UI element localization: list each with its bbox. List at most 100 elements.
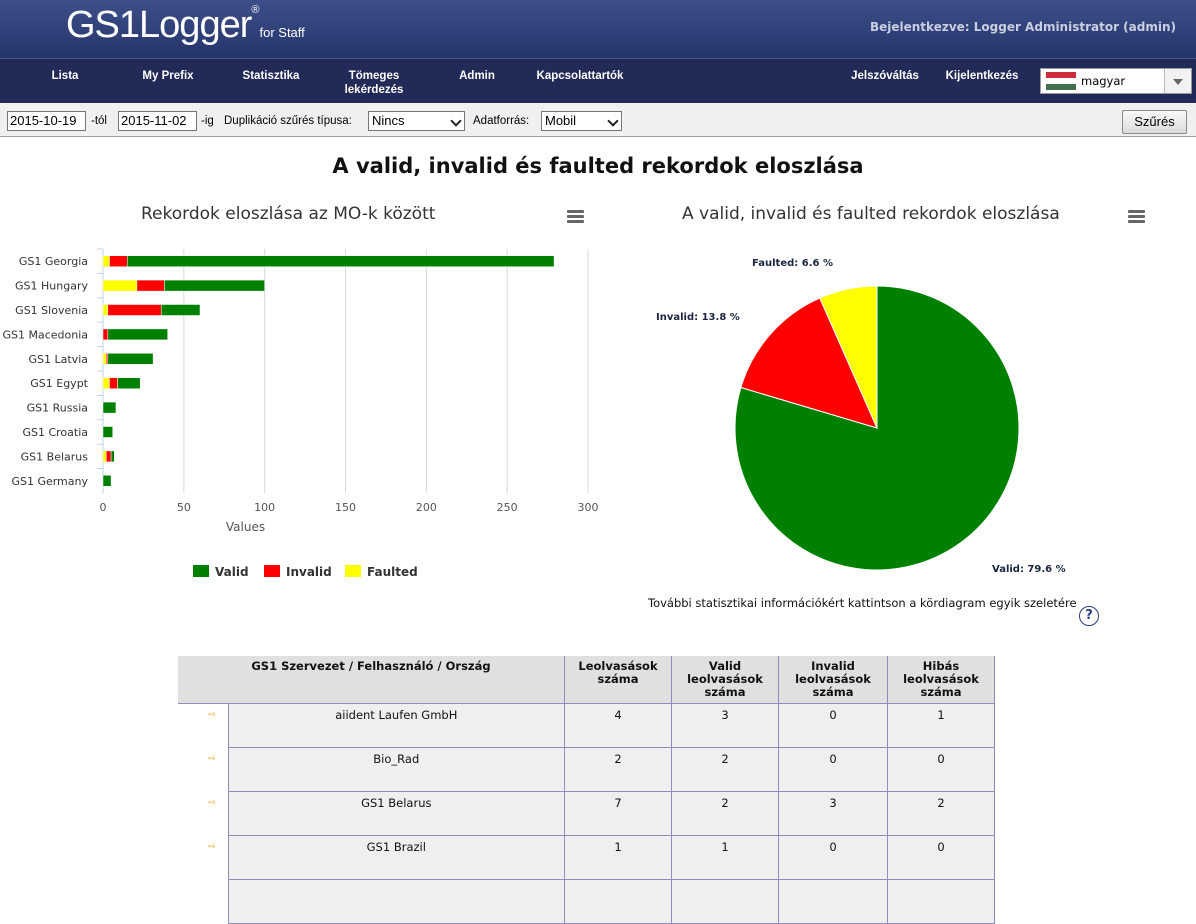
pie-data-label-faulted: Faulted: 6.6 % bbox=[752, 258, 833, 269]
pie-data-label-valid: Valid: 79.6 % bbox=[992, 564, 1066, 575]
bar-segment-faulted bbox=[102, 377, 110, 389]
bar-segment-valid bbox=[164, 279, 265, 292]
bar-segment-invalid bbox=[109, 377, 118, 389]
hungarian-flag-icon bbox=[1046, 72, 1076, 90]
table-row[interactable]: ⇨ Bio_Rad 2 2 0 0 bbox=[178, 747, 995, 792]
category-label: GS1 Latvia bbox=[29, 353, 89, 366]
bar-segment-invalid bbox=[136, 279, 165, 292]
cell-valid-reads: 3 bbox=[671, 703, 779, 748]
table-row[interactable]: ⇨ aiident Laufen GmbH 4 3 0 1 bbox=[178, 703, 995, 748]
x-tick-label: 150 bbox=[335, 501, 356, 514]
x-tick-label: 250 bbox=[497, 501, 518, 514]
bar-segment-invalid bbox=[109, 255, 128, 267]
language-select[interactable]: magyar bbox=[1040, 68, 1192, 94]
col-header-faulty-reads[interactable]: Hibás leolvasások száma bbox=[887, 656, 995, 704]
dup-filter-select[interactable]: Nincs bbox=[368, 111, 465, 131]
to-label: -ig bbox=[201, 115, 214, 127]
col-header-organization[interactable]: GS1 Szervezet / Felhasználó / Ország bbox=[178, 656, 565, 704]
pie-slice-invalid[interactable] bbox=[740, 297, 878, 429]
col-header-invalid-reads[interactable]: Invalid leolvasások száma bbox=[778, 656, 888, 704]
from-date-input[interactable]: 2015-10-19 bbox=[7, 111, 86, 131]
row-expand-arrow-icon[interactable]: ⇨ bbox=[178, 791, 229, 836]
cell-faulty-reads: 1 bbox=[887, 703, 995, 748]
bar-segment-valid bbox=[107, 328, 168, 341]
row-expand-arrow-icon[interactable]: ⇨ bbox=[178, 747, 229, 792]
category-label: GS1 Belarus bbox=[21, 450, 89, 463]
nav-kapcsolattartok[interactable]: Kapcsolattartók bbox=[536, 70, 624, 82]
pie-chart-menu-icon[interactable] bbox=[1128, 210, 1145, 224]
x-tick-label: 100 bbox=[254, 501, 275, 514]
source-label: Adatforrás: bbox=[473, 115, 530, 127]
x-tick-label: 0 bbox=[100, 501, 107, 514]
from-label: -tól bbox=[91, 115, 107, 127]
bar-chart-menu-icon[interactable] bbox=[567, 210, 584, 224]
nav-admin[interactable]: Admin bbox=[459, 70, 495, 82]
cell-reads: 2 bbox=[564, 747, 672, 792]
x-tick-label: 50 bbox=[177, 501, 191, 514]
category-label: GS1 Germany bbox=[11, 475, 88, 488]
cell-reads bbox=[564, 879, 672, 924]
cell-faulty-reads bbox=[887, 879, 995, 924]
cell-invalid-reads: 3 bbox=[778, 791, 888, 836]
bar-segment-valid bbox=[110, 450, 115, 463]
bar-segment-faulted bbox=[102, 279, 138, 292]
legend-invalid-swatch bbox=[264, 565, 280, 577]
category-label: GS1 Slovenia bbox=[15, 304, 88, 317]
row-expand-arrow-icon bbox=[178, 879, 229, 924]
cell-reads: 7 bbox=[564, 791, 672, 836]
filter-button[interactable]: Szűrés bbox=[1122, 110, 1187, 134]
main-nav: Lista My Prefix Statisztika Tömeges leké… bbox=[0, 58, 1196, 104]
cell-organization bbox=[227, 879, 566, 924]
legend-invalid[interactable]: Invalid bbox=[264, 565, 332, 579]
bar-segment-faulted bbox=[102, 255, 110, 267]
to-date-input[interactable]: 2015-11-02 bbox=[118, 111, 197, 131]
pie-chart-title: A valid, invalid és faulted rekordok elo… bbox=[682, 204, 1060, 224]
bar-segment-valid bbox=[160, 304, 201, 316]
legend-faulted[interactable]: Faulted bbox=[345, 565, 418, 579]
language-label: magyar bbox=[1081, 74, 1126, 88]
cell-reads: 1 bbox=[564, 835, 672, 880]
header-bar: GS1Logger®for Staff Bejelentkezve: Logge… bbox=[0, 0, 1196, 58]
nav-statisztika[interactable]: Statisztika bbox=[242, 70, 300, 82]
table-row[interactable]: ⇨ GS1 Belarus 7 2 3 2 bbox=[178, 791, 995, 836]
bar-segment-valid bbox=[102, 426, 113, 438]
pie-hint-text: További statisztikai információkért katt… bbox=[648, 596, 1077, 610]
nav-kijelentkezes[interactable]: Kijelentkezés bbox=[945, 70, 1019, 82]
nav-tomeges-lekerdezes[interactable]: Tömeges lekérdezés bbox=[344, 70, 404, 96]
source-select[interactable]: Mobil bbox=[541, 111, 622, 131]
cell-valid-reads: 2 bbox=[671, 747, 779, 792]
table-row[interactable] bbox=[178, 879, 995, 924]
chevron-down-icon[interactable] bbox=[1164, 69, 1191, 93]
cell-reads: 4 bbox=[564, 703, 672, 748]
bar-segment-faulted bbox=[102, 353, 107, 365]
col-header-reads[interactable]: Leolvasások száma bbox=[564, 656, 672, 704]
cell-invalid-reads: 0 bbox=[778, 835, 888, 880]
pie-chart: Valid: 79.6 % Invalid: 13.8 % Faulted: 6.6… bbox=[656, 258, 1066, 575]
legend-valid[interactable]: Valid bbox=[193, 565, 249, 579]
category-label: GS1 Egypt bbox=[30, 377, 88, 390]
bar-segment-faulted bbox=[102, 450, 107, 463]
gs1logger-logo[interactable]: GS1Logger®for Staff bbox=[66, 4, 305, 46]
bar-segment-faulted bbox=[102, 304, 109, 316]
cell-organization: GS1 Brazil bbox=[227, 835, 566, 880]
row-expand-arrow-icon[interactable]: ⇨ bbox=[178, 835, 229, 880]
bar-segment-valid bbox=[102, 401, 117, 414]
pie-slice-faulted[interactable] bbox=[819, 285, 878, 429]
filter-bar: 2015-10-19 -tól 2015-11-02 -ig Duplikáci… bbox=[0, 103, 1196, 137]
bar-chart-title: Rekordok eloszlása az MO-k között bbox=[141, 204, 436, 224]
nav-jelszovaltas[interactable]: Jelszóváltás bbox=[851, 70, 919, 82]
help-icon[interactable]: ? bbox=[1079, 606, 1099, 626]
row-expand-arrow-icon[interactable]: ⇨ bbox=[178, 703, 229, 748]
category-label: GS1 Macedonia bbox=[2, 328, 88, 341]
nav-lista[interactable]: Lista bbox=[51, 70, 79, 82]
pie-data-label-invalid: Invalid: 13.8 % bbox=[656, 312, 740, 323]
pie-slice-valid[interactable] bbox=[734, 285, 1020, 571]
col-header-valid-reads[interactable]: Valid leolvasások száma bbox=[671, 656, 779, 704]
table-header-row: GS1 Szervezet / Felhasználó / Ország Leo… bbox=[178, 656, 995, 704]
cell-organization: Bio_Rad bbox=[227, 747, 566, 792]
category-label: GS1 Georgia bbox=[19, 255, 88, 268]
table-row[interactable]: ⇨ GS1 Brazil 1 1 0 0 bbox=[178, 835, 995, 880]
cell-invalid-reads: 0 bbox=[778, 747, 888, 792]
nav-my-prefix[interactable]: My Prefix bbox=[142, 70, 194, 82]
bar-segment-invalid bbox=[105, 450, 112, 463]
